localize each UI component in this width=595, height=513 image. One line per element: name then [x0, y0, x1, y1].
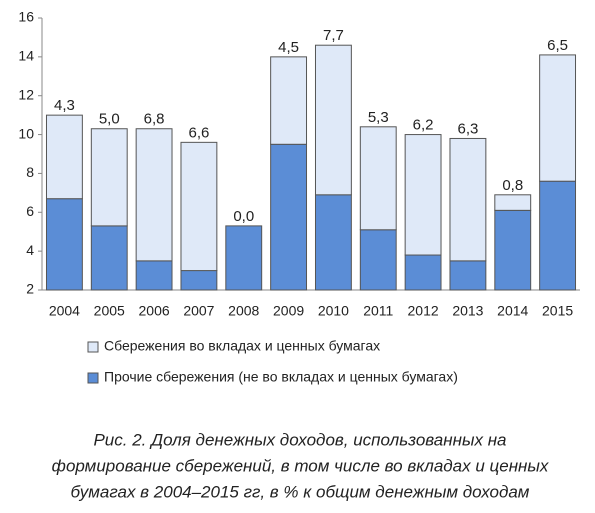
bar-segment [404, 134, 442, 256]
data-label: 5,3 [233, 208, 254, 225]
legend-label: Сбережения во вкладах и ценных бумагах [104, 338, 380, 354]
bar-segment [90, 225, 128, 291]
bar-segment [314, 44, 352, 196]
bar-segment [359, 229, 397, 291]
y-tick-label: 8 [26, 164, 34, 180]
caption: бумагах в 2004–2015 гг, в % к общим дене… [71, 482, 530, 501]
bar-segment [449, 137, 487, 262]
bar-segment [404, 254, 442, 291]
bar-segment [135, 128, 173, 262]
data-label: 6,6 [188, 124, 209, 141]
data-label: 6,5 [547, 37, 568, 54]
bar-segment [45, 198, 83, 291]
y-tick-label: 2 [26, 281, 34, 297]
data-label: 4,5 [278, 39, 299, 56]
bar-segment [135, 260, 173, 291]
data-label: 6,8 [144, 111, 165, 128]
data-label: 4,3 [54, 97, 75, 114]
x-tick-label: 2007 [183, 303, 214, 319]
data-label: 0,8 [502, 177, 523, 194]
y-tick-label: 12 [18, 86, 34, 102]
data-label: 7,7 [323, 27, 344, 44]
x-tick-label: 2013 [452, 303, 483, 319]
bar-segment [359, 126, 397, 231]
bar-segment [494, 194, 532, 211]
bar-segment [225, 225, 263, 291]
bar-segment [270, 143, 308, 291]
x-tick-label: 2004 [49, 303, 80, 319]
x-tick-label: 2011 [363, 303, 393, 319]
bar-segment [449, 260, 487, 291]
x-tick-label: 2009 [273, 303, 304, 319]
caption: Рис. 2. Доля денежных доходов, использов… [93, 430, 506, 449]
legend-label: Прочие сбережения (не во вкладах и ценны… [104, 369, 458, 385]
x-tick-label: 2012 [408, 303, 439, 319]
x-tick-label: 2006 [139, 303, 170, 319]
y-tick-label: 10 [18, 125, 34, 141]
x-tick-label: 2008 [228, 303, 259, 319]
legend-swatch [87, 372, 99, 384]
bar-segment [539, 180, 577, 291]
x-tick-label: 2010 [318, 303, 349, 319]
bar-segment [314, 194, 352, 291]
bar-segment [180, 270, 218, 291]
y-tick-label: 6 [26, 203, 34, 219]
data-label: 5,3 [368, 109, 389, 126]
x-tick-label: 2015 [542, 303, 573, 319]
x-tick-label: 2014 [497, 303, 528, 319]
bar-segment [270, 56, 308, 145]
x-tick-label: 2005 [94, 303, 125, 319]
bar-segment [45, 114, 83, 200]
bar-segment [539, 54, 577, 182]
y-tick-label: 4 [26, 242, 34, 258]
data-label: 5,0 [99, 111, 120, 128]
bar-segment [90, 128, 128, 227]
caption: формирование сбережений, в том числе во … [52, 456, 549, 475]
y-tick-label: 14 [18, 48, 34, 64]
data-label: 6,2 [413, 117, 434, 134]
bar-segment [494, 209, 532, 291]
y-tick-label: 16 [18, 9, 34, 25]
data-label: 0,0 [233, 208, 254, 225]
bar-segment [180, 141, 218, 272]
data-label: 6,3 [457, 120, 478, 137]
legend-swatch [87, 341, 99, 353]
